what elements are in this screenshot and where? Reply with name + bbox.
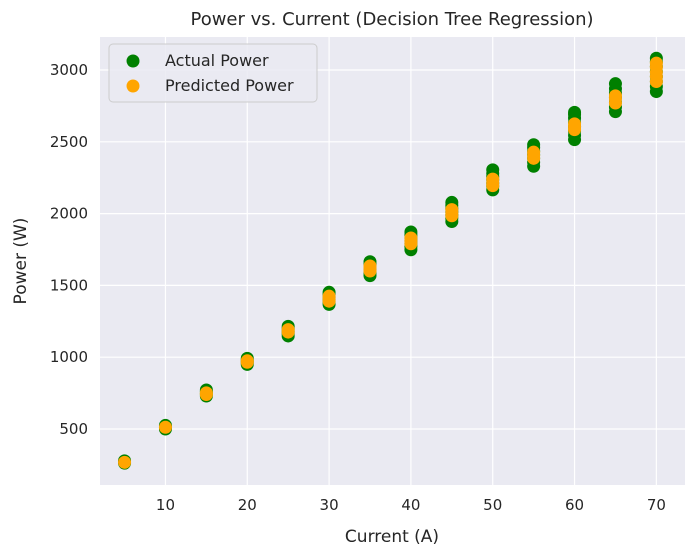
legend-box bbox=[108, 43, 318, 103]
x-tick-label: 30 bbox=[320, 496, 339, 514]
tick-labels: 10 20 30 40 50 60 70 500 1000 1500 2000 2500 3000 bbox=[50, 61, 666, 514]
y-tick-label: 2500 bbox=[50, 133, 88, 151]
predicted-power-point bbox=[118, 455, 132, 469]
actual-power-point bbox=[568, 105, 582, 119]
x-tick-label: 40 bbox=[401, 496, 420, 514]
predicted-power-point bbox=[404, 231, 418, 245]
plot-area bbox=[100, 37, 685, 485]
chart-title: Power vs. Current (Decision Tree Regress… bbox=[190, 9, 593, 30]
x-axis-label: Current (A) bbox=[345, 527, 439, 547]
x-tick-label: 20 bbox=[238, 496, 257, 514]
y-tick-label: 1500 bbox=[50, 276, 88, 294]
predicted-power-point bbox=[281, 323, 295, 337]
x-tick-label: 70 bbox=[647, 496, 666, 514]
actual-power-point bbox=[608, 77, 622, 91]
y-tick-label: 1000 bbox=[50, 348, 88, 366]
predicted-power-point bbox=[649, 56, 663, 70]
x-tick-label: 10 bbox=[156, 496, 175, 514]
y-tick-label: 500 bbox=[59, 420, 88, 438]
y-tick-label: 2000 bbox=[50, 205, 88, 223]
predicted-power-point bbox=[568, 117, 582, 131]
legend: Actual Power Predicted Power bbox=[108, 43, 318, 103]
predicted-power-point bbox=[240, 354, 254, 368]
y-tick-label: 3000 bbox=[50, 61, 88, 79]
legend-marker-predicted bbox=[126, 79, 140, 93]
y-axis-label: Power (W) bbox=[11, 218, 31, 305]
predicted-power-point bbox=[608, 89, 622, 103]
predicted-power-point bbox=[486, 172, 500, 186]
x-tick-label: 50 bbox=[483, 496, 502, 514]
predicted-power-point bbox=[322, 289, 336, 303]
predicted-power-point bbox=[363, 259, 377, 273]
predicted-power-point bbox=[527, 145, 541, 159]
predicted-power-point bbox=[199, 386, 213, 400]
x-tick-label: 60 bbox=[565, 496, 584, 514]
predicted-power-point bbox=[445, 203, 459, 217]
data-points bbox=[118, 51, 663, 470]
legend-label-predicted: Predicted Power bbox=[165, 76, 294, 95]
legend-marker-actual bbox=[126, 54, 140, 68]
legend-label-actual: Actual Power bbox=[165, 51, 269, 70]
predicted-power-point bbox=[158, 420, 172, 434]
actual-power-point bbox=[486, 163, 500, 177]
